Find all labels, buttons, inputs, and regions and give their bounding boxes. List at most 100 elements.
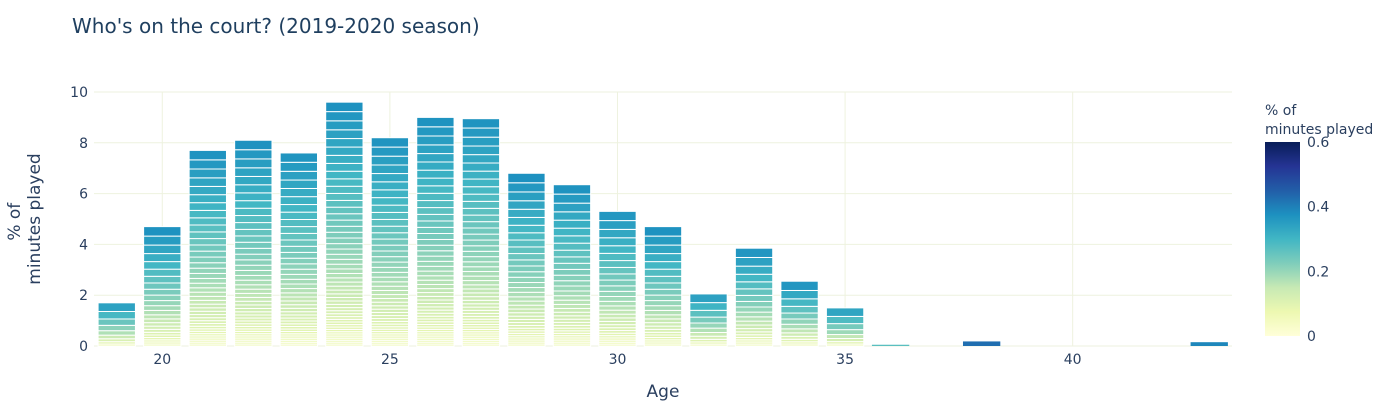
- bar-segment: [643, 261, 683, 270]
- bar-segment: [370, 238, 410, 246]
- bar-segment: [552, 285, 592, 292]
- bar-segment: [552, 242, 592, 251]
- bar-segment: [461, 256, 501, 263]
- bar-segment: [461, 200, 501, 209]
- bar-segment: [416, 153, 455, 163]
- bar-segment: [279, 239, 319, 247]
- bar-segment: [507, 304, 546, 310]
- bar-segment: [461, 193, 501, 202]
- bar-segment: [507, 287, 546, 293]
- bar-segment: [416, 126, 455, 137]
- bar-segment: [734, 320, 774, 326]
- bar-segment: [234, 264, 273, 271]
- bar-age-30: [598, 210, 637, 347]
- bar-segment: [234, 284, 273, 290]
- bar-segment: [325, 293, 364, 298]
- bar-segment: [825, 323, 865, 331]
- bar-segment: [780, 328, 819, 334]
- bar-segment: [507, 224, 546, 234]
- y-axis-title-line-2: minutes played: [25, 153, 45, 284]
- bar-segment: [279, 204, 319, 213]
- bar-segment: [689, 302, 728, 311]
- bar-segment: [97, 318, 136, 326]
- bar-segment: [234, 253, 273, 261]
- y-tick-label: 2: [79, 288, 88, 304]
- bar-segment: [325, 162, 364, 172]
- bar-segment: [370, 211, 410, 220]
- bar-segment: [598, 285, 637, 292]
- bar-segment: [188, 231, 227, 240]
- bar-segment: [507, 246, 546, 255]
- bar-segment: [552, 274, 592, 282]
- bar-segment: [325, 138, 364, 148]
- bar-segment: [188, 291, 227, 297]
- bar-segment: [143, 282, 182, 290]
- bar-segment: [234, 184, 273, 194]
- bar-segment: [552, 262, 592, 270]
- bar-segment: [325, 129, 364, 140]
- bar-segment: [370, 297, 410, 303]
- bar-age-43: [1190, 342, 1228, 346]
- bar-segment: [1190, 342, 1228, 346]
- bar-segment: [325, 178, 364, 187]
- bar-segment: [552, 202, 592, 213]
- bar-segment: [370, 271, 410, 278]
- x-axis-title: Age: [647, 382, 680, 402]
- bar-segment: [461, 284, 501, 290]
- bar-segment: [234, 207, 273, 217]
- bar-segment: [143, 268, 182, 277]
- bar-segment: [416, 226, 455, 234]
- bar-age-20: [143, 226, 182, 347]
- bar-segment: [734, 324, 774, 330]
- bar-segment: [188, 262, 227, 269]
- bar-segment: [552, 256, 592, 264]
- bar-segment: [552, 315, 592, 320]
- bar-segment: [325, 213, 364, 221]
- bar-segment: [370, 204, 410, 213]
- bar-segment: [598, 279, 637, 287]
- bar-segment: [325, 248, 364, 255]
- bar-segment: [143, 305, 182, 311]
- bar-segment: [643, 244, 683, 255]
- bar-segment: [370, 250, 410, 258]
- bar-segment: [461, 145, 501, 156]
- bar-age-19: [97, 302, 136, 347]
- bar-segment: [461, 239, 501, 247]
- colorbar-tick-label: 0.6: [1307, 135, 1329, 151]
- bar-segment: [234, 235, 273, 243]
- bar-segment: [780, 318, 819, 325]
- bar-segment: [416, 295, 455, 301]
- bar-segment: [143, 226, 182, 237]
- bar-segment: [370, 181, 410, 191]
- bar-segment: [325, 225, 364, 233]
- bar-segment: [780, 305, 819, 314]
- bar-segment: [279, 257, 319, 265]
- bar-segment: [370, 137, 410, 148]
- bar-segment: [188, 299, 227, 305]
- bar-segment: [370, 261, 410, 268]
- bar-segment: [689, 322, 728, 329]
- bar-segment: [734, 316, 774, 322]
- bar-segment: [370, 289, 410, 296]
- bar-segment: [188, 244, 227, 252]
- bar-segment: [188, 194, 227, 204]
- bar-segment: [416, 161, 455, 171]
- bar-segment: [279, 292, 319, 298]
- bar-segment: [143, 244, 182, 255]
- bar-segment: [370, 266, 410, 273]
- bar-segment: [507, 271, 546, 278]
- bar-segment: [234, 269, 273, 276]
- bar-segment: [234, 274, 273, 281]
- bar-segment: [416, 213, 455, 222]
- bar-segment: [143, 253, 182, 263]
- bar-segment: [234, 175, 273, 186]
- bar-segment: [643, 318, 683, 324]
- bar-segment: [188, 307, 227, 312]
- bar-segment: [370, 197, 410, 206]
- bar-segment: [552, 307, 592, 313]
- bar-segment: [416, 135, 455, 146]
- bar-segment: [416, 200, 455, 209]
- bar-segment: [370, 146, 410, 157]
- bar-segment: [143, 261, 182, 270]
- bar-age-22: [234, 139, 273, 347]
